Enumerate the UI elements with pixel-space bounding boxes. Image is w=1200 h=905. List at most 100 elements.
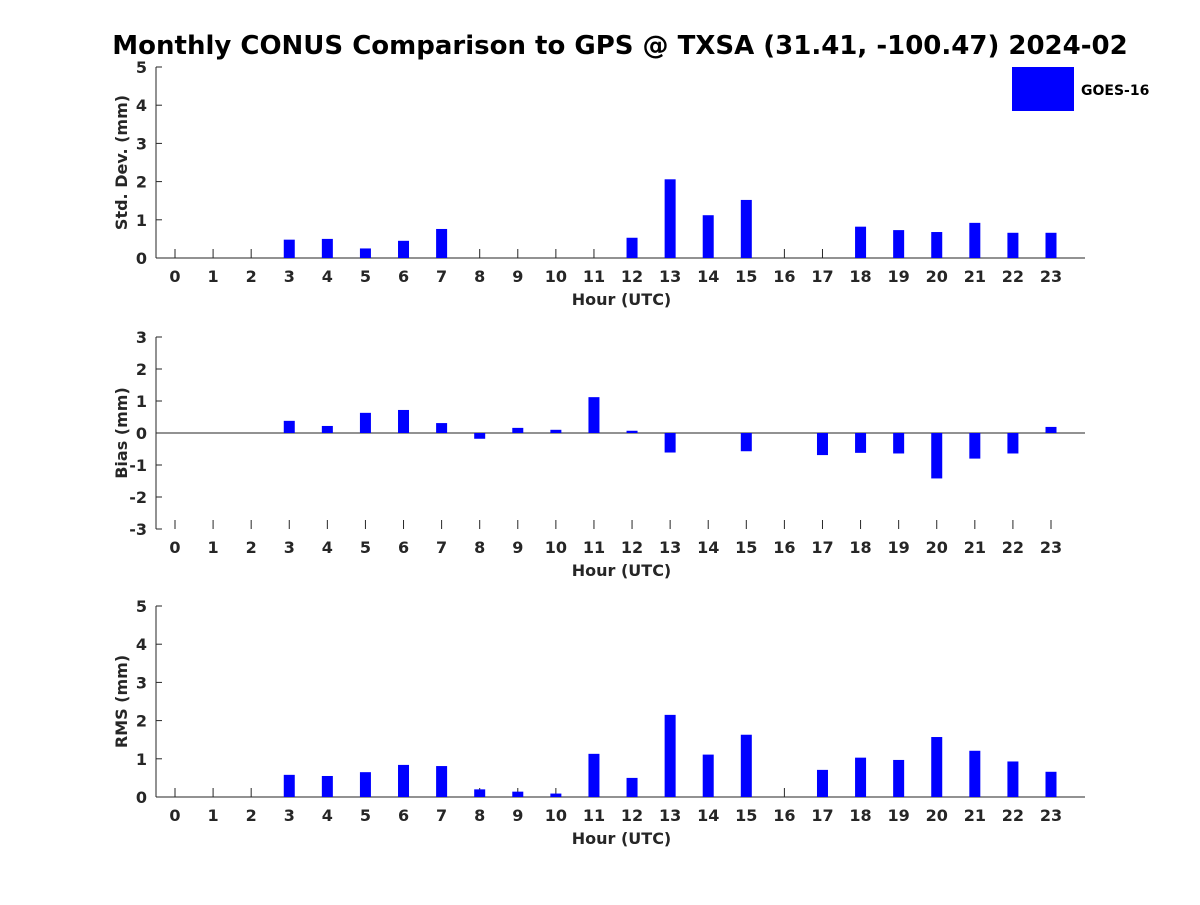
bias-x-tick-label: 11 xyxy=(583,538,605,557)
bias-y-tick-label: -2 xyxy=(129,488,147,507)
rms-x-tick-label: 16 xyxy=(773,806,795,825)
rms-bar-9 xyxy=(512,791,524,797)
bias-bar-11 xyxy=(588,397,600,433)
bias-y-tick-label: -3 xyxy=(129,520,147,539)
bias-x-tick-label: 10 xyxy=(545,538,567,557)
bias-x-tick-label: 18 xyxy=(849,538,871,557)
stddev-bar-21 xyxy=(969,222,981,258)
stddev-x-tick-label: 2 xyxy=(246,267,257,286)
stddev-x-tick-label: 4 xyxy=(322,267,333,286)
rms-bar-11 xyxy=(588,753,600,797)
bias-y-tick-label: 3 xyxy=(136,328,147,347)
stddev-x-tick-label: 21 xyxy=(964,267,986,286)
stddev-y-tick-label: 2 xyxy=(136,173,147,192)
bias-x-label: Hour (UTC) xyxy=(572,561,672,580)
bias-bar-23 xyxy=(1045,426,1057,433)
stddev-x-tick-label: 9 xyxy=(512,267,523,286)
bias-x-tick-label: 6 xyxy=(398,538,409,557)
bias-bar-22 xyxy=(1007,433,1019,454)
stddev-x-tick-label: 18 xyxy=(849,267,871,286)
stddev-x-tick-label: 16 xyxy=(773,267,795,286)
stddev-bar-6 xyxy=(398,240,410,258)
rms-y-tick-label: 4 xyxy=(136,635,147,654)
rms-bar-17 xyxy=(816,769,828,797)
stddev-x-tick-label: 5 xyxy=(360,267,371,286)
bias-x-tick-label: 9 xyxy=(512,538,523,557)
rms-bar-20 xyxy=(931,737,943,797)
bias-bar-15 xyxy=(740,433,752,452)
stddev-bar-7 xyxy=(436,228,448,258)
legend-swatch xyxy=(1012,67,1074,111)
stddev-x-tick-label: 13 xyxy=(659,267,681,286)
stddev-x-tick-label: 8 xyxy=(474,267,485,286)
rms-bar-7 xyxy=(436,766,448,797)
stddev-y-tick-label: 3 xyxy=(136,134,147,153)
rms-x-tick-label: 1 xyxy=(208,806,219,825)
rms-x-tick-label: 13 xyxy=(659,806,681,825)
bias-bar-7 xyxy=(436,423,448,433)
stddev-y-label: Std. Dev. (mm) xyxy=(112,95,131,230)
bias-bar-18 xyxy=(855,433,867,453)
bias-bar-4 xyxy=(321,425,333,433)
legend-label: GOES-16 xyxy=(1081,83,1149,99)
rms-y-tick-label: 0 xyxy=(136,788,147,807)
bias-x-tick-label: 22 xyxy=(1002,538,1024,557)
bias-bar-8 xyxy=(474,433,486,439)
rms-bar-21 xyxy=(969,750,981,797)
rms-bar-23 xyxy=(1045,771,1057,797)
rms-x-tick-label: 17 xyxy=(811,806,833,825)
stddev-y-tick-label: 1 xyxy=(136,211,147,230)
bias-x-tick-label: 2 xyxy=(246,538,257,557)
chart-title: Monthly CONUS Comparison to GPS @ TXSA (… xyxy=(112,31,1127,61)
bias-y-tick-label: 0 xyxy=(136,424,147,443)
rms-x-tick-label: 4 xyxy=(322,806,333,825)
stddev-bar-23 xyxy=(1045,232,1057,258)
bias-bar-20 xyxy=(931,433,943,479)
stddev-x-tick-label: 6 xyxy=(398,267,409,286)
rms-y-tick-label: 2 xyxy=(136,712,147,731)
bias-x-tick-label: 20 xyxy=(926,538,948,557)
legend: GOES-16 xyxy=(1012,67,1149,111)
stddev-x-tick-label: 1 xyxy=(208,267,219,286)
bias-x-tick-label: 21 xyxy=(964,538,986,557)
rms-bar-10 xyxy=(550,793,562,797)
stddev-x-tick-label: 14 xyxy=(697,267,719,286)
stddev-y-tick-label: 0 xyxy=(136,249,147,268)
bias-bar-13 xyxy=(664,433,676,453)
bias-bar-6 xyxy=(398,409,410,433)
rms-bar-13 xyxy=(664,714,676,797)
rms-bar-19 xyxy=(893,759,905,797)
rms-y-tick-label: 1 xyxy=(136,750,147,769)
rms-x-tick-label: 8 xyxy=(474,806,485,825)
bias-bar-21 xyxy=(969,433,981,459)
rms-x-tick-label: 18 xyxy=(849,806,871,825)
bias-x-tick-label: 0 xyxy=(169,538,180,557)
rms-x-tick-label: 2 xyxy=(246,806,257,825)
bias-bar-19 xyxy=(893,433,905,454)
bias-x-tick-label: 7 xyxy=(436,538,447,557)
rms-x-tick-label: 10 xyxy=(545,806,567,825)
stddev-x-tick-label: 19 xyxy=(888,267,910,286)
stddev-bar-15 xyxy=(740,199,752,258)
bias-x-tick-label: 13 xyxy=(659,538,681,557)
bias-x-tick-label: 23 xyxy=(1040,538,1062,557)
rms-x-label: Hour (UTC) xyxy=(572,829,672,848)
stddev-bar-19 xyxy=(893,230,905,258)
rms-x-tick-label: 6 xyxy=(398,806,409,825)
stddev-x-tick-label: 3 xyxy=(284,267,295,286)
stddev-x-tick-label: 20 xyxy=(926,267,948,286)
bias-x-tick-label: 12 xyxy=(621,538,643,557)
rms-x-tick-label: 21 xyxy=(964,806,986,825)
stddev-bar-12 xyxy=(626,237,638,258)
stddev-x-tick-label: 0 xyxy=(169,267,180,286)
stddev-bar-5 xyxy=(359,248,371,258)
rms-bar-3 xyxy=(283,774,295,797)
rms-x-tick-label: 23 xyxy=(1040,806,1062,825)
stddev-y-tick-label: 5 xyxy=(136,58,147,77)
bias-bar-17 xyxy=(816,433,828,456)
